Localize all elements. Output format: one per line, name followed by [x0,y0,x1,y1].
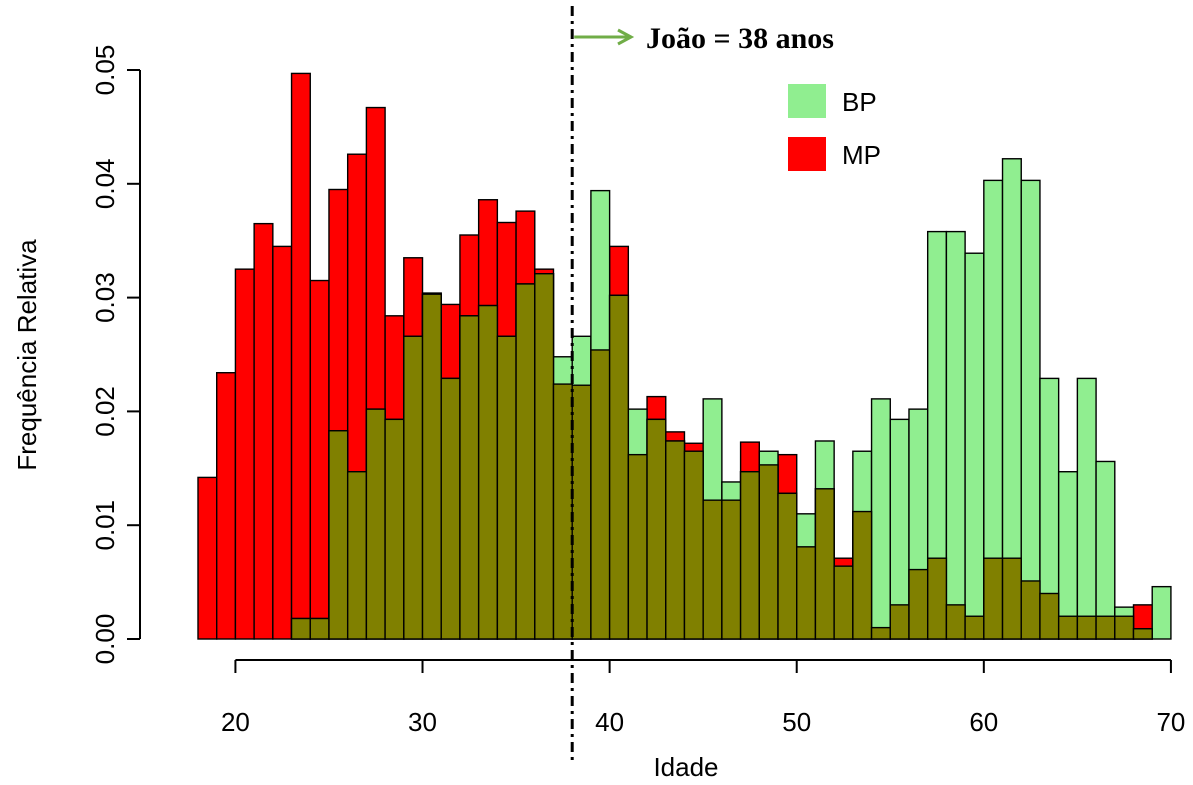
bar-mp-22 [272,245,293,640]
bar-mp-18 [197,476,218,640]
bar-overlap-64 [1057,615,1079,640]
bar-overlap-55 [889,604,910,640]
bar-overlap-31 [440,377,461,640]
bar-overlap-63 [1039,592,1060,640]
reference-label: João = 38 anos [646,22,834,55]
bar-overlap-46 [721,499,742,640]
bar-overlap-62 [1020,580,1041,640]
bar-overlap-47 [739,471,761,640]
bar-bp-66 [1095,460,1116,640]
bar-overlap-48 [758,464,779,640]
bar-bp-58 [945,230,966,640]
legend-swatch-bp [788,84,826,118]
legend-label-mp: MP [842,140,881,170]
bar-overlap-23 [290,617,311,640]
reference-layer: João = 38 anos [570,6,834,760]
x-tick-label: 20 [221,707,250,737]
bar-bp-59 [964,252,985,640]
bar-overlap-61 [1001,557,1022,640]
bar-overlap-35 [515,283,536,640]
bar-overlap-34 [496,335,517,640]
bar-bp-69 [1151,585,1172,640]
x-tick-label: 60 [969,707,998,737]
bar-overlap-58 [945,604,966,640]
bar-overlap-33 [477,304,499,640]
bar-overlap-50 [796,546,817,640]
x-tick-label: 40 [595,707,624,737]
bar-overlap-52 [833,565,854,640]
bar-overlap-59 [964,615,985,640]
bar-overlap-44 [683,450,704,640]
bar-overlap-30 [421,293,442,640]
y-tick-label: 0.03 [90,272,120,323]
x-tick-label: 30 [408,707,437,737]
bar-overlap-57 [926,557,948,640]
bar-overlap-24 [309,617,330,640]
bar-overlap-45 [702,499,723,640]
bar-overlap-32 [459,315,480,640]
bar-overlap-40 [608,294,630,640]
bar-overlap-60 [983,557,1004,640]
bar-bp-62 [1020,179,1041,640]
legend-label-bp: BP [842,87,877,117]
bar-overlap-54 [870,626,891,640]
reference-arrow-head [617,28,635,46]
bar-mp-23 [290,72,311,640]
legend-swatch-mp [788,137,826,171]
bar-bp-54 [870,398,891,640]
bar-overlap-26 [346,471,368,640]
bar-overlap-66 [1095,615,1116,640]
bars-layer [197,72,1172,640]
bar-overlap-38 [571,384,592,640]
bar-mp-24 [309,279,330,640]
bar-bp-64 [1057,471,1079,640]
bar-overlap-29 [403,335,424,640]
y-tick-label: 0.00 [90,614,120,665]
bar-overlap-27 [365,408,386,640]
y-tick-label: 0.04 [90,158,120,209]
bar-overlap-42 [646,418,667,640]
bar-overlap-36 [534,273,555,640]
y-tick-label: 0.05 [90,45,120,96]
y-tick-label: 0.01 [90,500,120,551]
bar-overlap-28 [384,418,405,640]
bar-overlap-65 [1076,615,1097,640]
bar-bp-65 [1076,377,1097,640]
bar-overlap-39 [590,349,611,640]
bar-overlap-25 [328,430,349,640]
bar-overlap-53 [852,510,873,640]
bar-overlap-41 [627,453,648,640]
x-axis-title: Idade [653,752,718,782]
bar-overlap-51 [814,488,835,640]
bar-overlap-67 [1114,615,1135,640]
bar-overlap-37 [552,383,573,640]
bar-mp-20 [234,268,255,640]
y-axis-title: Frequência Relativa [12,239,42,471]
x-tick-label: 70 [1156,707,1185,737]
bar-overlap-43 [665,440,686,640]
y-tick-label: 0.02 [90,386,120,437]
legend: BP MP [788,84,881,171]
bar-overlap-49 [777,492,798,640]
axes-layer: 0.00 0.01 0.02 0.03 0.04 0.05 20 30 40 50 60 70 [90,45,1185,737]
bar-mp-21 [253,222,274,640]
bar-mp-19 [216,372,237,640]
bar-overlap-68 [1132,628,1153,640]
x-tick-label: 50 [782,707,811,737]
bar-overlap-56 [908,568,929,640]
